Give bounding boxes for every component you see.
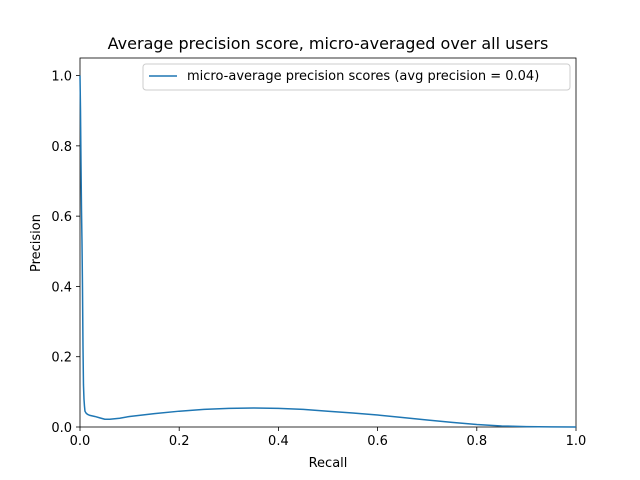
legend: micro-average precision scores (avg prec… [142, 63, 571, 91]
y-tick-label: 0.2 [51, 351, 72, 366]
x-tick-label: 0.8 [466, 434, 487, 449]
legend-label: micro-average precision scores (avg prec… [187, 69, 539, 84]
x-tick-label: 0.4 [268, 434, 289, 449]
legend-box [142, 63, 571, 91]
y-tick-label: 0.4 [51, 280, 72, 295]
y-tick-label: 1.0 [51, 70, 72, 85]
x-axis-label: Recall [309, 456, 348, 471]
x-tick-label: 0.0 [70, 434, 91, 449]
x-tick-label: 1.0 [566, 434, 587, 449]
x-tick-label: 0.6 [367, 434, 388, 449]
y-tick-label: 0.6 [51, 210, 72, 225]
axes-layer: 0.0 0.2 0.4 0.6 0.8 1.0 0.0 0.2 0.4 0.6 0.8 1.0 [51, 57, 587, 449]
plot-frame [79, 57, 577, 428]
y-tick-label: 0.0 [51, 421, 72, 436]
series-line [79, 75, 577, 428]
chart-title: Average precision score, micro-averaged … [108, 34, 549, 53]
x-tick-label: 0.2 [169, 434, 190, 449]
y-axis-label: Precision [29, 214, 44, 272]
plot-layer [79, 75, 577, 428]
y-tick-label: 0.8 [51, 140, 72, 155]
